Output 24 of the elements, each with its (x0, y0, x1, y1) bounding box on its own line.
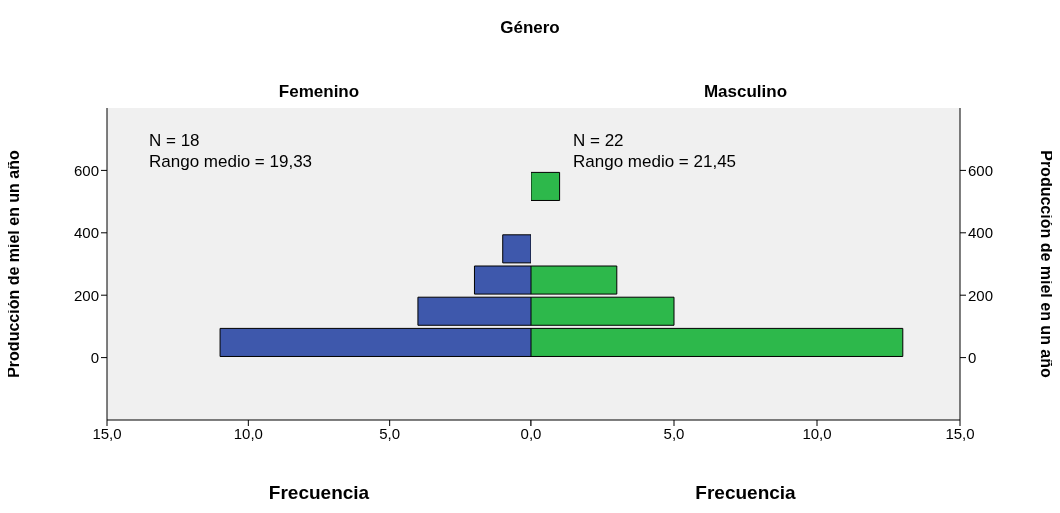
annotation: N = 22 (573, 130, 625, 151)
y-tick-label: 400 (73, 224, 99, 242)
y-tick-label: 600 (968, 161, 994, 179)
annotation: Rango medio = 19,33 (149, 151, 313, 172)
x-axis-title: Frecuencia (694, 482, 797, 504)
annotation: Rango medio = 21,45 (573, 151, 737, 172)
annotation: N = 18 (149, 130, 201, 151)
chart-title: Género (499, 18, 561, 38)
y-tick-label: 200 (968, 286, 994, 304)
x-tick-label: 5,0 (663, 424, 685, 442)
x-tick-label: 5,0 (379, 424, 401, 442)
y-tick-label: 400 (968, 224, 994, 242)
x-tick-label: 0,0 (520, 424, 542, 442)
y-tick-label: 0 (968, 348, 977, 366)
y-tick-label: 600 (73, 161, 99, 179)
x-tick-label: 10,0 (233, 424, 263, 442)
x-tick-label: 10,0 (802, 424, 832, 442)
chart-subtitle: Masculino (702, 82, 789, 102)
x-tick-label: 15,0 (945, 424, 975, 442)
chart-subtitle: Femenino (277, 82, 361, 102)
x-axis-title: Frecuencia (267, 482, 371, 504)
y-tick-label: 0 (90, 348, 99, 366)
y-tick-label: 200 (73, 286, 99, 304)
x-tick-label: 15,0 (92, 424, 122, 442)
